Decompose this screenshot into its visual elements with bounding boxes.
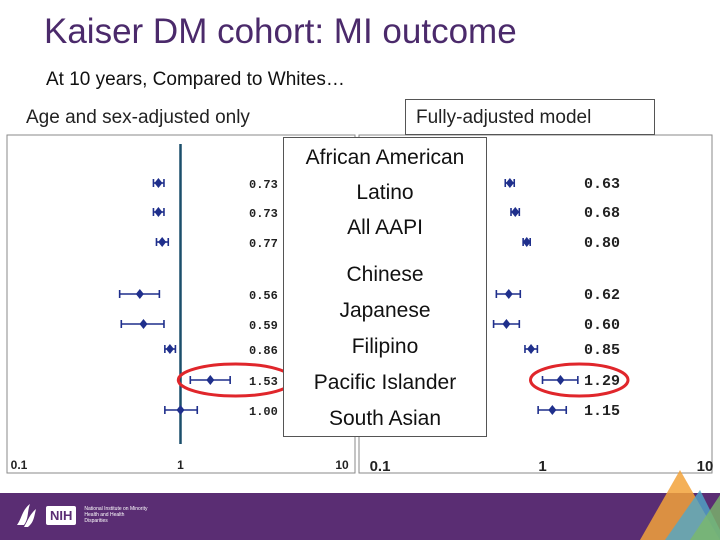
estimate-marker (505, 178, 514, 188)
estimate-label: 0.56 (249, 289, 278, 303)
x-tick-label: 10 (697, 458, 713, 474)
legend-latino: Latino (356, 181, 414, 204)
estimate-marker (504, 289, 513, 299)
slide-title: Kaiser DM cohort: MI outcome (44, 12, 517, 51)
x-tick-label: 0.1 (370, 458, 391, 474)
right-panel-label: Fully-adjusted model (405, 99, 655, 135)
footer-logos: NIH National Institute on Minority Healt… (14, 500, 148, 530)
estimate-label: 0.86 (249, 344, 278, 358)
highlight-ellipse (529, 362, 630, 398)
left-panel-label: Age and sex-adjusted only (26, 107, 250, 128)
x-tick-label: 10 (335, 458, 349, 472)
estimate-marker (154, 207, 163, 217)
legend-filipino: Filipino (351, 335, 419, 358)
legend-pacific-islander: Pacific Islander (313, 371, 457, 394)
estimate-label: 1.53 (249, 375, 278, 389)
estimate-label: 0.85 (584, 342, 620, 359)
estimate-marker (206, 375, 215, 385)
estimate-label: 0.80 (584, 235, 620, 252)
estimate-marker (158, 237, 167, 247)
legend-african-american: African American (305, 146, 465, 169)
legend-chinese: Chinese (346, 263, 424, 286)
estimate-label: 0.63 (584, 176, 620, 193)
estimate-marker (556, 375, 565, 385)
estimate-marker (135, 289, 144, 299)
x-tick-label: 1 (538, 458, 546, 474)
estimate-label: 0.73 (249, 207, 278, 221)
estimate-label: 0.59 (249, 319, 278, 333)
legend-japanese: Japanese (339, 299, 431, 322)
group-legend: African American Latino All AAPI Chinese… (283, 137, 487, 437)
nih-logo: NIH (46, 505, 77, 525)
estimate-marker (502, 319, 511, 329)
estimate-label: 0.60 (584, 317, 620, 334)
estimate-marker (527, 344, 536, 354)
legend-south-asian: South Asian (328, 407, 442, 430)
estimate-label: 0.62 (584, 287, 620, 304)
estimate-label: 0.68 (584, 205, 620, 222)
estimate-marker (139, 319, 148, 329)
slide-subtitle: At 10 years, Compared to Whites… (46, 69, 345, 90)
hhs-eagle-logo (17, 504, 36, 527)
x-tick-label: 0.1 (11, 458, 28, 472)
estimate-marker (154, 178, 163, 188)
estimate-marker (522, 237, 531, 247)
estimate-marker (548, 405, 557, 415)
estimate-marker (176, 405, 185, 415)
decorative-triangles (640, 470, 720, 540)
estimate-marker (165, 344, 174, 354)
estimate-label: 0.77 (249, 237, 278, 251)
estimate-marker (511, 207, 520, 217)
legend-all-aapi: All AAPI (347, 216, 423, 239)
estimate-label: 1.15 (584, 403, 620, 420)
footer-bar (0, 493, 720, 540)
institute-name: National Institute on Minority Health an… (84, 506, 148, 524)
estimate-label: 0.73 (249, 178, 278, 192)
x-tick-label: 1 (177, 458, 184, 472)
estimate-label: 1.00 (249, 405, 278, 419)
estimate-label: 1.29 (584, 373, 620, 390)
